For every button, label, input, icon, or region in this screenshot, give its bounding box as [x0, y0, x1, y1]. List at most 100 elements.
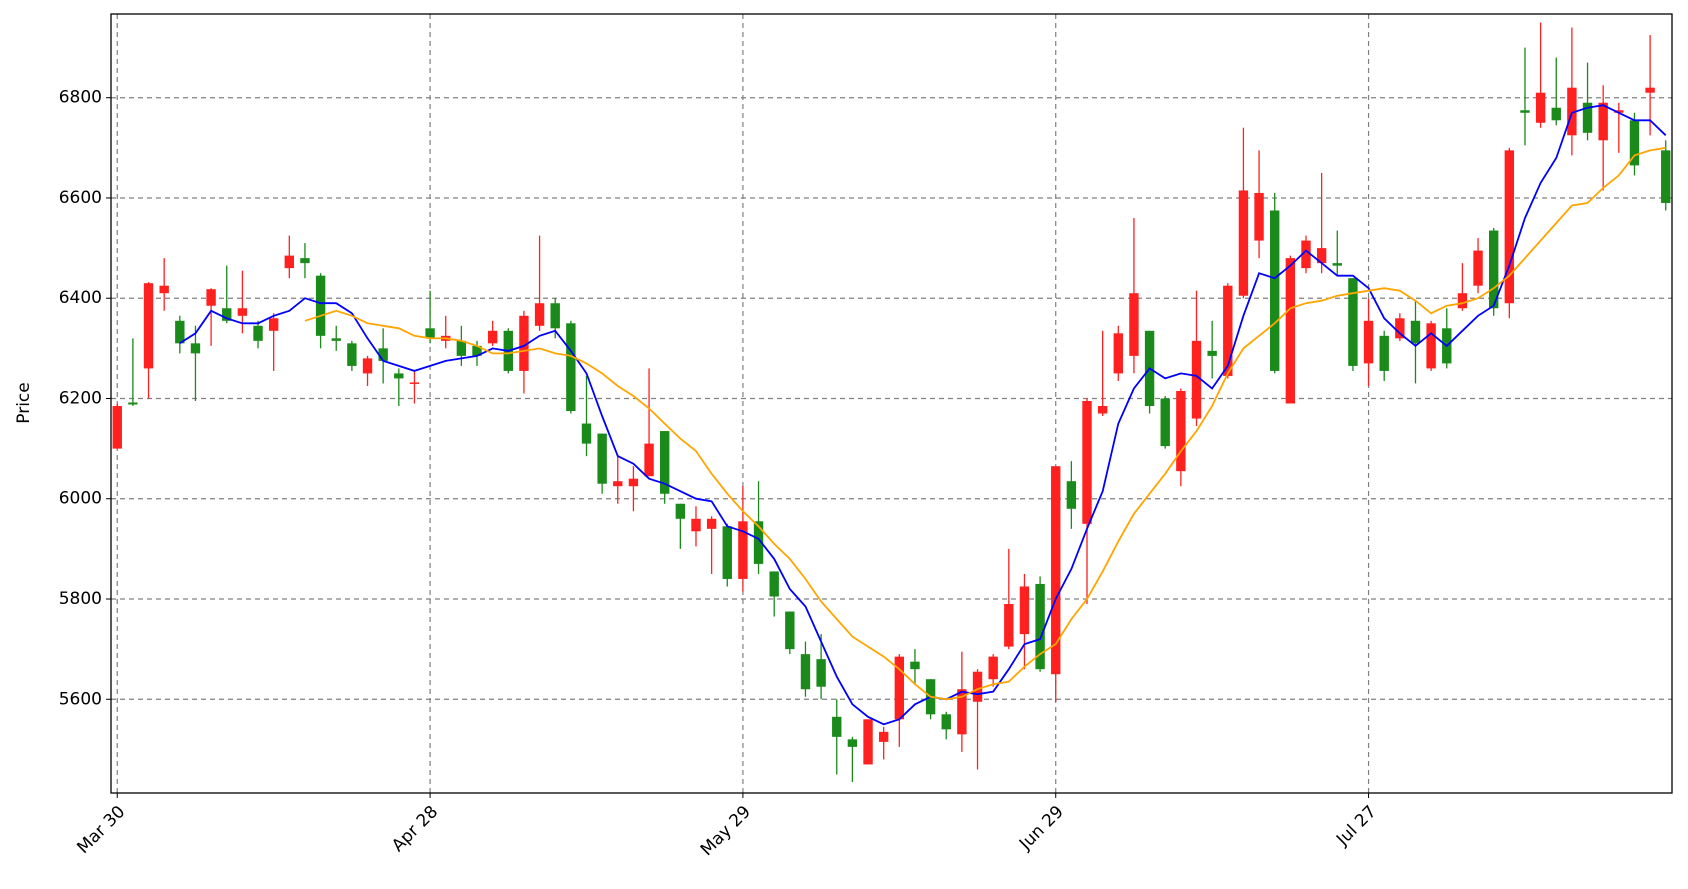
candle-body [1176, 390, 1186, 472]
candle-body [1066, 481, 1077, 509]
candle-body [1629, 120, 1640, 166]
x-tick-label: Apr 28 [388, 802, 442, 856]
candle-body [1567, 87, 1577, 136]
candle-body [425, 328, 435, 339]
moving-average-line [179, 104, 1667, 726]
candle-body [1051, 466, 1061, 675]
candle-body [1661, 150, 1671, 203]
candle-body [159, 285, 169, 294]
candle-body [1223, 285, 1233, 376]
candle-body [1395, 318, 1405, 339]
candle-body [1426, 323, 1436, 369]
candle-body [175, 320, 185, 344]
y-tick-label: 5600 [59, 689, 102, 709]
candle-body [1019, 586, 1030, 635]
candle-body [237, 308, 248, 316]
candle-body [1035, 583, 1045, 670]
candle-body [362, 358, 373, 374]
candle-body [691, 518, 701, 532]
candle-body [1488, 230, 1499, 309]
candle-body [1285, 258, 1296, 404]
candle-body [206, 289, 216, 306]
candle-body [863, 719, 873, 765]
candle-body [738, 521, 748, 579]
candle-body [722, 526, 732, 579]
candle-body [284, 255, 295, 269]
candle-body [894, 656, 905, 720]
candle-body [957, 689, 967, 735]
candle-body [972, 671, 983, 702]
candle-body [816, 659, 826, 687]
candle-body [832, 716, 842, 737]
candle-body [1520, 110, 1530, 113]
candle-body [1379, 335, 1389, 371]
candle-body [1160, 398, 1170, 447]
candle-body [1129, 293, 1139, 356]
candle-body [1535, 92, 1546, 123]
candle-body [456, 340, 467, 356]
candle-body [1645, 87, 1655, 93]
candle-body [581, 423, 592, 444]
candle-body [1473, 250, 1483, 286]
candle-body [331, 338, 341, 341]
candle-body [112, 406, 122, 449]
candle-body [378, 348, 388, 361]
candle-body [1332, 263, 1342, 266]
candle-body [1598, 102, 1608, 141]
candle-body [769, 571, 779, 597]
candle-body [472, 345, 482, 356]
y-tick-label: 5800 [59, 589, 102, 609]
candle-body [753, 521, 764, 564]
candle-body [597, 433, 607, 484]
y-tick-label: 6400 [59, 288, 102, 308]
candle-body [1254, 192, 1264, 241]
candle-body [550, 303, 560, 329]
candle-body [1097, 406, 1108, 414]
x-tick-label: May 29 [697, 802, 755, 860]
candle-body [534, 303, 545, 326]
candle-body [910, 661, 920, 670]
candle-body [315, 275, 326, 336]
candle-body [1316, 248, 1327, 264]
candle-body [566, 323, 576, 412]
candle-body [988, 656, 998, 680]
candle-body [1614, 110, 1624, 113]
candle-body [300, 258, 310, 264]
candle-body [1270, 210, 1280, 371]
candle-body [487, 330, 498, 344]
candle-body [1004, 604, 1014, 647]
candle-body [660, 431, 670, 494]
candle-body [941, 714, 951, 730]
x-tick-label: Jun 29 [1015, 802, 1068, 855]
candle-body [644, 443, 654, 477]
candle-body [222, 308, 232, 321]
candle-body [800, 654, 811, 690]
candle-body [1191, 340, 1202, 419]
candle-body [1504, 150, 1515, 304]
moving-average-line [304, 146, 1666, 701]
candle-body [1457, 293, 1468, 309]
candle-body [1301, 240, 1311, 269]
candle-body [1348, 278, 1358, 366]
candle-body [1551, 107, 1561, 121]
y-axis-label: Price [14, 382, 34, 423]
candle-body [409, 382, 420, 384]
candle-body [253, 325, 263, 341]
candle-body [143, 283, 154, 369]
candle-body [347, 343, 357, 366]
candle-body [519, 315, 529, 371]
candle-body [628, 478, 639, 487]
y-tick-label: 6200 [59, 388, 102, 408]
candle-body [878, 731, 889, 742]
candle-body [706, 518, 717, 529]
candle-body [1082, 400, 1092, 524]
candle-body [394, 373, 404, 379]
x-tick-label: Jul 27 [1332, 802, 1380, 850]
y-tick-label: 6000 [59, 489, 102, 509]
candle-body [190, 343, 201, 354]
candle-body [847, 739, 858, 747]
y-tick-label: 6600 [59, 188, 102, 208]
candle-body [268, 318, 279, 331]
